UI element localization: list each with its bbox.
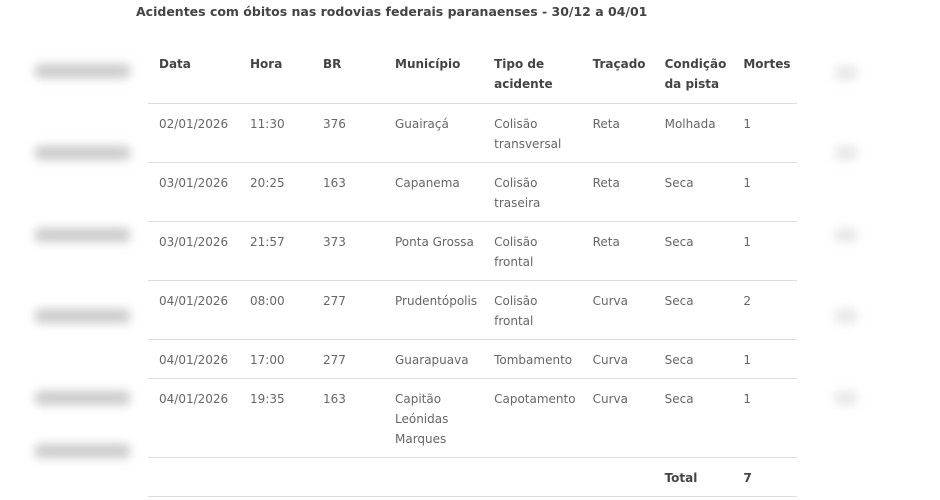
blurred-background [35,309,130,323]
cell-br: 277 [312,280,384,340]
cell-tipo: Colisão frontal [483,280,582,340]
cell-municipio: Prudentópolis [384,280,484,340]
cell-br: 277 [312,339,384,379]
header-mortes: Mortes [732,42,797,104]
cell-mortes: 1 [732,221,797,281]
cell-tracado: Reta [581,221,654,281]
accidents-table: Data Hora BR Município Tipo de acidente … [148,42,797,497]
cell-condicao: Seca [653,339,733,379]
blurred-background [835,228,857,242]
cell-tipo: Colisão transversal [483,103,582,163]
cell-br: 373 [312,221,384,281]
cell-tipo: Colisão traseira [483,162,582,222]
cell-tracado: Reta [581,162,654,222]
cell-condicao: Seca [653,221,733,281]
header-tracado: Traçado [581,42,654,104]
total-label: Total [653,457,733,497]
cell-tipo: Colisão frontal [483,221,582,281]
cell-data: 02/01/2026 [148,103,239,163]
blurred-background [35,228,130,242]
cell-municipio: Guarapuava [384,339,484,379]
cell-condicao: Seca [653,162,733,222]
table-row: 02/01/2026 11:30 376 Guairaçá Colisão transv… [148,103,797,163]
cell-mortes: 1 [732,378,797,458]
header-hora: Hora [239,42,312,104]
blurred-background [35,146,130,160]
cell-mortes: 1 [732,162,797,222]
blurred-background [35,444,130,458]
cell-tracado: Curva [581,378,654,458]
cell-hora: 08:00 [239,280,312,340]
cell-condicao: Molhada [653,103,733,163]
header-condicao: Condição da pista [653,42,733,104]
cell-data: 03/01/2026 [148,221,239,281]
cell-tracado: Reta [581,103,654,163]
cell-municipio: Ponta Grossa [384,221,484,281]
cell-br: 163 [312,378,384,458]
table-header-row: Data Hora BR Município Tipo de acidente … [148,42,797,104]
cell-hora: 11:30 [239,103,312,163]
total-row: Total 7 [148,457,797,497]
table-row: 04/01/2026 08:00 277 Prudentópolis Colisão f… [148,280,797,340]
header-municipio: Município [384,42,484,104]
table-row: 03/01/2026 20:25 163 Capanema Colisão trasei… [148,162,797,222]
header-tipo: Tipo de acidente [483,42,582,104]
header-br: BR [312,42,384,104]
header-data: Data [148,42,239,104]
cell-mortes: 2 [732,280,797,340]
total-value: 7 [732,457,797,497]
cell-condicao: Seca [653,378,733,458]
cell-hora: 20:25 [239,162,312,222]
table-title: Acidentes com óbitos nas rodovias federa… [136,4,648,19]
cell-tipo: Tombamento [483,339,582,379]
cell-data: 04/01/2026 [148,339,239,379]
cell-data: 04/01/2026 [148,378,239,458]
cell-condicao: Seca [653,280,733,340]
cell-tracado: Curva [581,280,654,340]
cell-mortes: 1 [732,339,797,379]
cell-hora: 17:00 [239,339,312,379]
blurred-background [35,391,130,405]
cell-tipo: Capotamento [483,378,582,458]
blurred-background [35,64,130,78]
cell-mortes: 1 [732,103,797,163]
total-spacer [148,457,654,497]
cell-hora: 21:57 [239,221,312,281]
cell-br: 163 [312,162,384,222]
cell-municipio: Capanema [384,162,484,222]
cell-municipio: Capitão Leónidas Marques [384,378,484,458]
table-row: 04/01/2026 17:00 277 Guarapuava Tombamento Cu… [148,339,797,379]
cell-data: 03/01/2026 [148,162,239,222]
blurred-background [835,66,857,80]
blurred-background [835,391,857,405]
blurred-background [835,146,857,160]
table-row: 04/01/2026 19:35 163 Capitão Leónidas Marqu… [148,378,797,458]
cell-br: 376 [312,103,384,163]
table-row: 03/01/2026 21:57 373 Ponta Grossa Colisão fr… [148,221,797,281]
cell-data: 04/01/2026 [148,280,239,340]
cell-tracado: Curva [581,339,654,379]
blurred-background [835,309,857,323]
cell-municipio: Guairaçá [384,103,484,163]
cell-hora: 19:35 [239,378,312,458]
